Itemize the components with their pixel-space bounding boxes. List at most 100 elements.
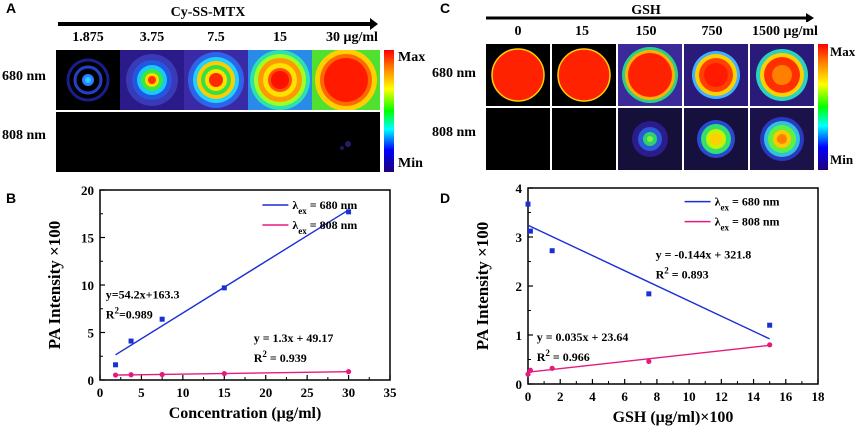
- panel-a-conc-1: 1.875: [72, 30, 104, 45]
- chart-b-series-1-point: [128, 372, 134, 378]
- pa-image-c-808-5: [750, 108, 814, 170]
- chart-b-series-0-point: [128, 338, 134, 344]
- chart-b-series-1-point: [112, 372, 119, 378]
- chart-b: 0 5 10 15 20 25 30 35 0 5 10 15 20 Concentration (μg/…: [45, 183, 397, 422]
- chart-d-series-0-legend-label: λex = 680 nm: [715, 195, 780, 213]
- pa-image-a-808-4: [248, 112, 312, 172]
- panel-a-conc-2: 3.75: [139, 30, 165, 45]
- chart-b-series-0-fit-line: [115, 209, 349, 356]
- chart-b-series-0-point: [113, 362, 119, 368]
- pa-image-a-680-5: [312, 50, 380, 110]
- chart-d-series-1-point: [549, 365, 555, 371]
- panel-a-colorbar-min: Min: [398, 156, 423, 171]
- panel-c-arrow: GSH: [486, 3, 814, 22]
- chart-d-xtick-label: 0: [525, 389, 532, 404]
- chart-d-series-1-legend-label: λex = 808 nm: [715, 215, 780, 233]
- chart-d-series-0-fit-line: [527, 224, 770, 340]
- chart-d-series-1-point: [527, 367, 534, 373]
- panel-c-conc-3: 150: [635, 24, 657, 39]
- chart-b-xtick-label: 30: [342, 385, 355, 400]
- chart-d-xtick-label: 4: [589, 389, 596, 404]
- chart-d-series-0-point: [549, 248, 555, 254]
- pa-image-a-680-4: [248, 50, 312, 110]
- pa-image-c-680-5: [750, 44, 814, 106]
- pa-image-c-680-2: [552, 44, 616, 106]
- chart-b-series-0-point: [221, 285, 227, 291]
- panel-d-letter: D: [440, 190, 451, 206]
- panel-c-conc-2: 15: [575, 24, 589, 39]
- chart-b-series-1-point: [159, 371, 165, 378]
- pa-image-a-808-3: [184, 112, 248, 172]
- panel-a-row-680: 680 nm: [2, 69, 46, 84]
- chart-d-ytick-label: 2: [516, 279, 523, 294]
- panel-a-compound: Cy-SS-MTX: [171, 5, 246, 20]
- chart-d-xtick-label: 8: [654, 389, 661, 404]
- chart-b-ytick-label: 10: [81, 278, 94, 293]
- chart-d-series-0-equation: y = -0.144x + 321.8: [656, 248, 752, 262]
- pa-image-a-680-3: [184, 50, 248, 110]
- chart-b-series-1-r2: R2 = 0.939: [254, 349, 307, 365]
- panel-c-title: GSH: [631, 3, 661, 18]
- panel-c-conc-4: 750: [701, 24, 723, 39]
- chart-d-xtick-label: 12: [715, 389, 728, 404]
- chart-d-series-0-r2: R2 = 0.893: [656, 266, 709, 282]
- panel-a-letter: A: [6, 0, 17, 16]
- chart-d-ytick-label: 0: [516, 377, 523, 392]
- chart-b-ytick-label: 20: [81, 183, 94, 198]
- panel-b-letter: B: [6, 190, 17, 206]
- chart-d-series-1-point: [525, 371, 531, 377]
- pa-image-a-808-5: [312, 112, 380, 172]
- chart-b-ytick-label: 15: [81, 231, 95, 246]
- chart-d-series-0-point: [767, 322, 773, 328]
- chart-d-series-1-point: [646, 358, 652, 365]
- pa-image-c-808-1: [486, 108, 550, 170]
- chart-d-series-1-fit-line: [527, 344, 770, 373]
- pa-image-c-808-2: [552, 108, 616, 170]
- chart-b-series-1-point: [221, 370, 227, 377]
- panel-c-conc-5: 1500 μg/ml: [752, 24, 818, 39]
- panel-a-colorbar: [384, 50, 394, 172]
- chart-b-xlabel: Concentration (μg/ml): [169, 405, 322, 422]
- pa-image-c-808-4: [684, 108, 748, 170]
- chart-b-series-1-equation: y = 1.3x + 49.17: [254, 331, 334, 345]
- chart-b-xtick-label: 0: [97, 385, 104, 400]
- pa-image-a-680-2: [120, 50, 184, 110]
- chart-d-series-0-point: [525, 201, 531, 207]
- chart-d-ylabel: PA Intensity ×100: [473, 222, 492, 350]
- panel-c-row-680: 680 nm: [432, 66, 476, 81]
- chart-b-ylabel: PA Intensity ×100: [45, 221, 64, 349]
- chart-d-series-1-r2: R2 = 0.966: [537, 348, 590, 364]
- chart-b-series-0-point: [346, 209, 352, 215]
- chart-b-ytick-label: 0: [88, 373, 95, 388]
- panel-c-letter: C: [440, 0, 451, 16]
- panel-c-colorbar-min: Min: [830, 152, 854, 167]
- panel-a-colorbar-max: Max: [398, 50, 426, 65]
- panel-a-conc-3: 7.5: [207, 30, 225, 45]
- chart-b-series-1-legend-label: λex = 808 nm: [292, 218, 357, 236]
- chart-b-xtick-label: 25: [301, 385, 315, 400]
- chart-d-xtick-label: 10: [683, 389, 696, 404]
- chart-d-series-0-point: [527, 228, 533, 234]
- chart-d-xtick-label: 6: [621, 389, 628, 404]
- chart-b-series-1-point: [345, 369, 352, 375]
- chart-d-series-1-point: [767, 342, 773, 348]
- panel-c-colorbar: [818, 44, 828, 170]
- chart-b-ytick-label: 5: [88, 326, 95, 341]
- chart-d-ytick-label: 4: [516, 181, 523, 196]
- chart-b-xtick-label: 10: [176, 385, 189, 400]
- chart-b-series-0-point: [159, 316, 165, 322]
- chart-d-xtick-label: 2: [557, 389, 564, 404]
- panel-c-conc-1: 0: [514, 24, 522, 39]
- panel-a-arrow: Cy-SS-MTX: [58, 5, 378, 30]
- chart-d-xtick-label: 14: [747, 389, 761, 404]
- chart-d-xtick-label: 18: [812, 389, 826, 404]
- chart-d-series-1-equation: y = 0.035x + 23.64: [537, 330, 629, 344]
- chart-d-xlabel: GSH (μg/ml)×100: [613, 409, 734, 426]
- pa-image-c-680-4: [684, 44, 748, 106]
- chart-b-xtick-label: 20: [259, 385, 272, 400]
- panel-c-colorbar-max: Max: [830, 44, 856, 59]
- chart-d-ytick-label: 1: [516, 328, 523, 343]
- chart-d-series-0-point: [646, 291, 652, 297]
- chart-b-series-1-fit-line: [115, 370, 349, 376]
